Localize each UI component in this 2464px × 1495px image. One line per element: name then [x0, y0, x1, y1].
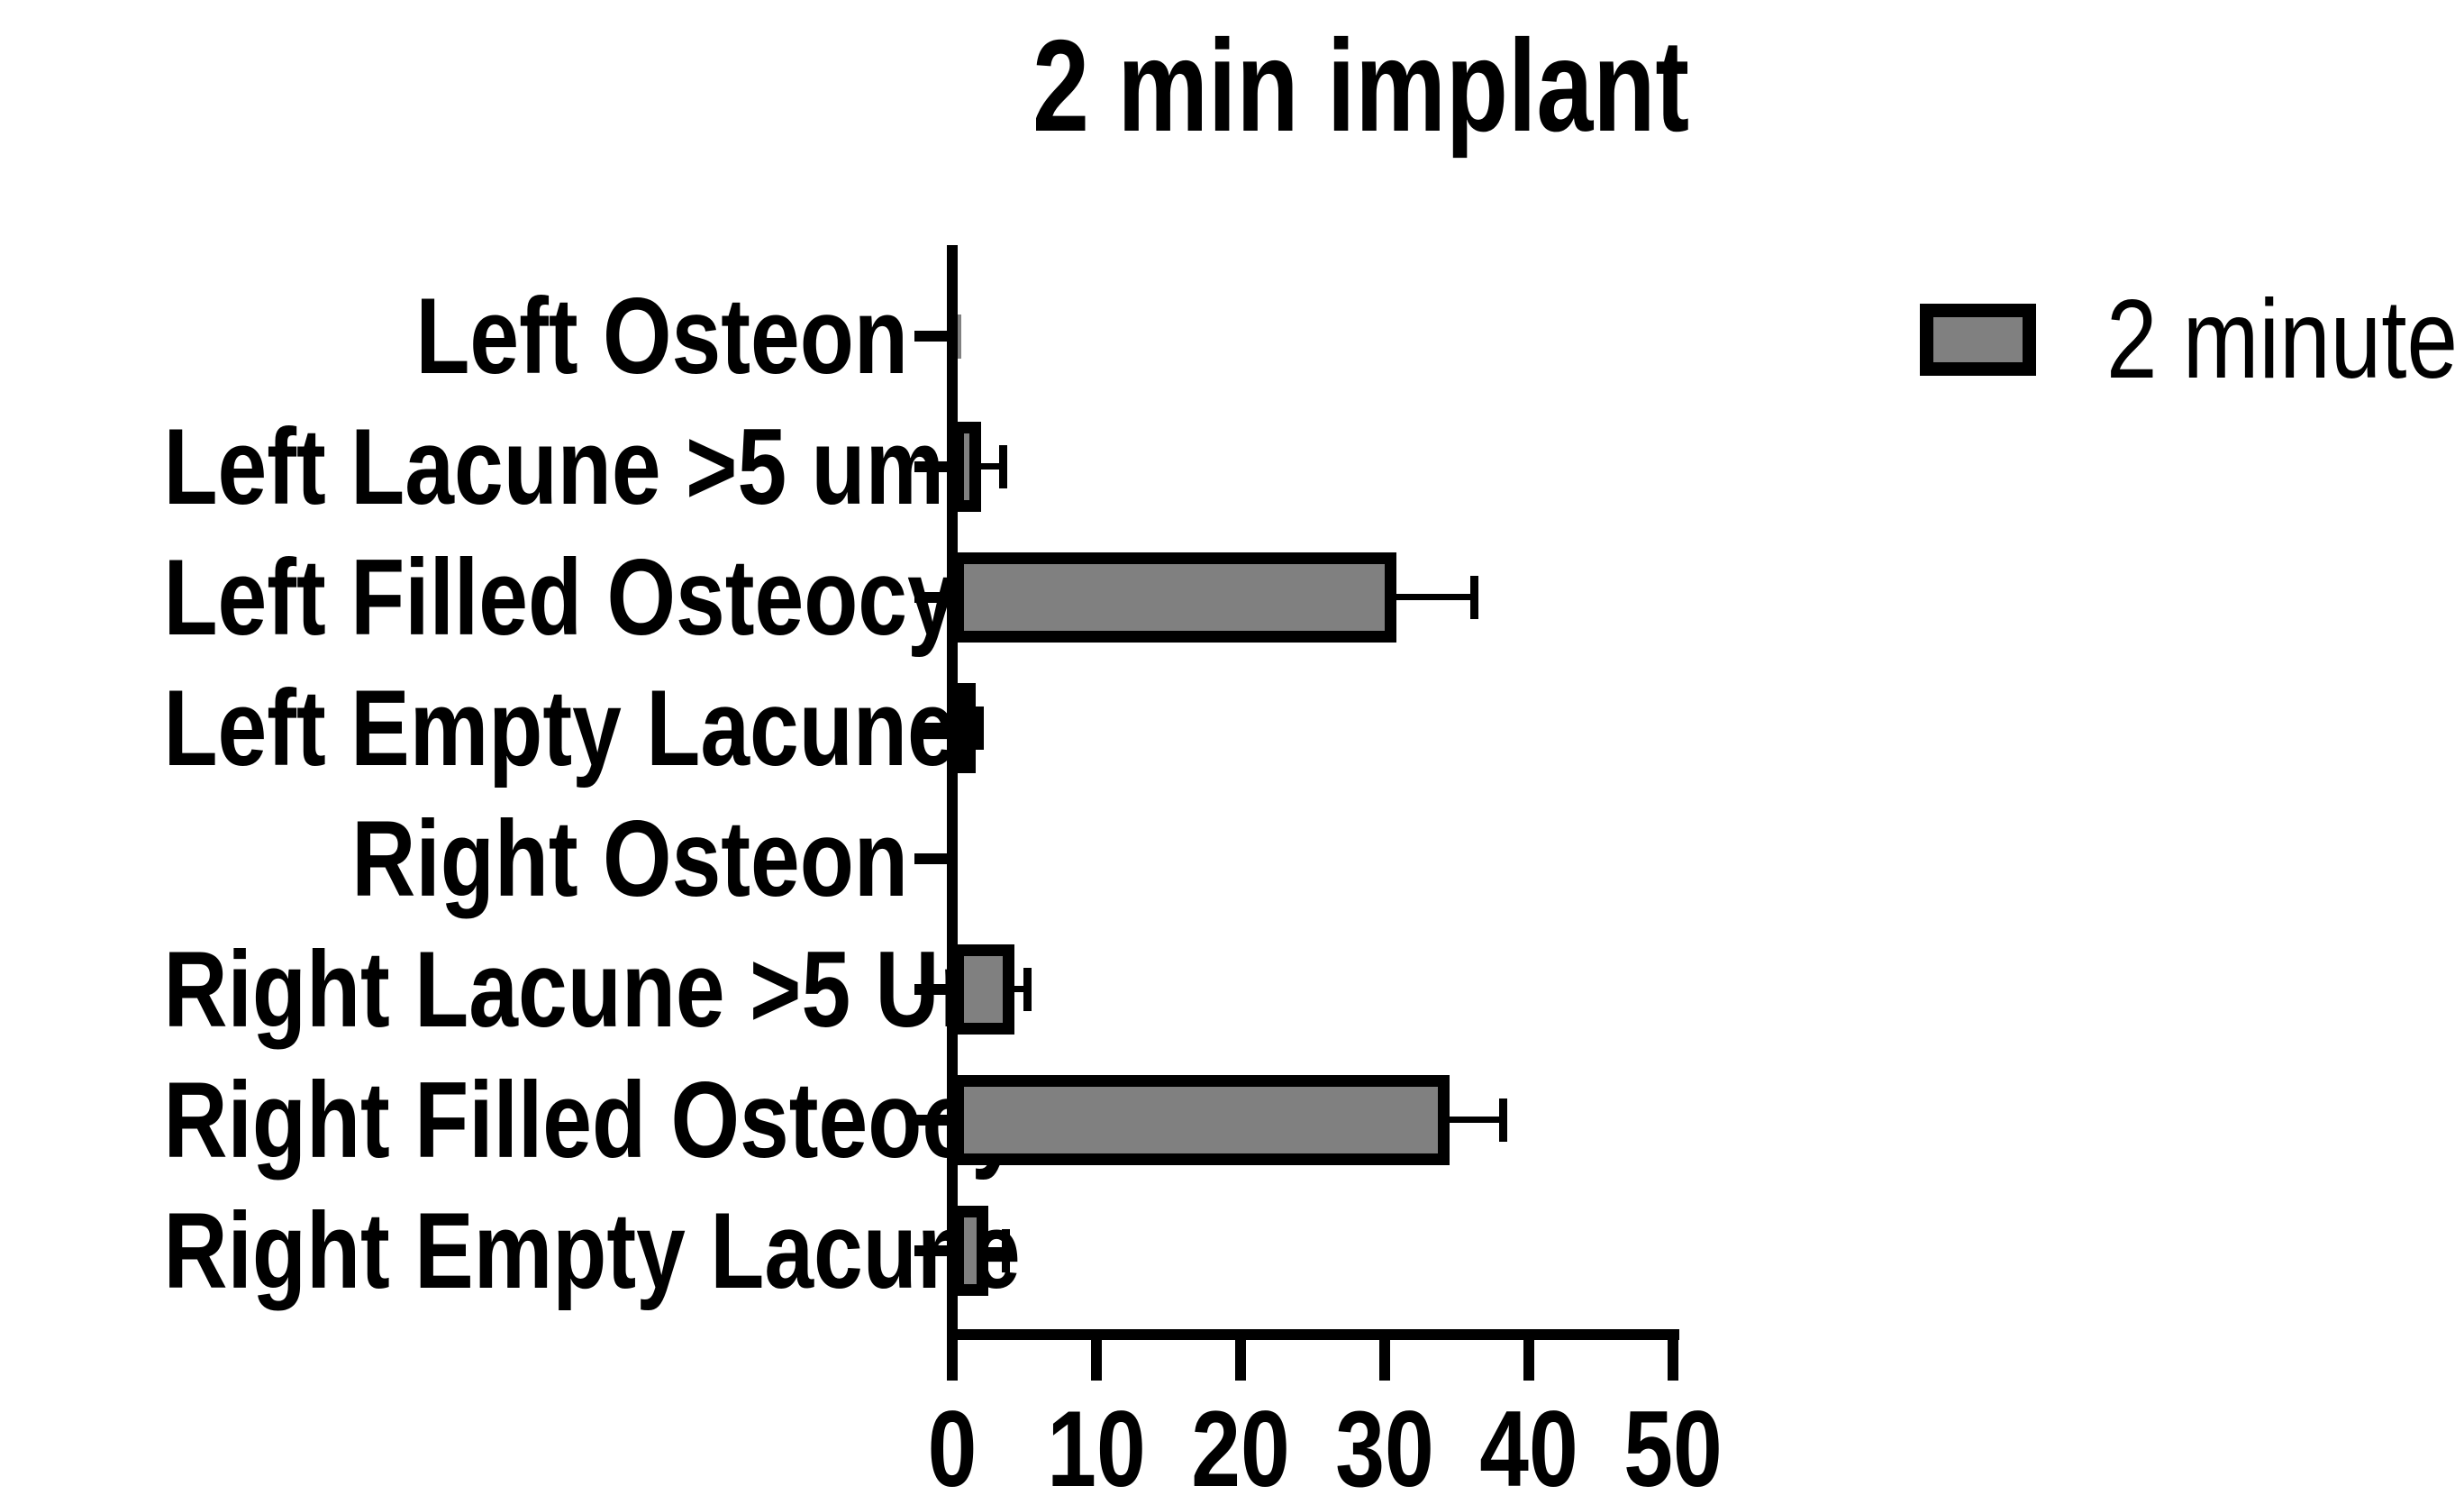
y-axis-line: [947, 245, 958, 1340]
error-bar-whisker: [1377, 594, 1475, 600]
x-tick: [1668, 1340, 1678, 1381]
y-tick: [914, 461, 947, 472]
x-tick-label: 0: [927, 1389, 977, 1495]
y-tick: [914, 853, 947, 864]
category-label: Left Empty Lacune: [163, 668, 957, 789]
y-tick: [914, 984, 947, 995]
bar: [958, 314, 961, 359]
x-tick: [1091, 1340, 1102, 1381]
y-tick: [914, 723, 947, 734]
error-bar-cap: [1023, 968, 1032, 1011]
category-label: Right Filled Osteocyte: [163, 1060, 1100, 1181]
x-tick-label: 40: [1479, 1389, 1578, 1495]
x-tick-label: 30: [1335, 1389, 1434, 1495]
bar: [952, 1206, 988, 1296]
error-bar-whisker: [963, 463, 1003, 469]
x-tick: [947, 1340, 958, 1381]
y-tick: [914, 331, 947, 342]
chart-title: 2 min implant: [1032, 13, 1690, 159]
category-label: Right Empty Lacune: [163, 1190, 1021, 1311]
x-tick-label: 10: [1047, 1389, 1146, 1495]
category-label: Left Filled Osteocyte: [163, 537, 1036, 658]
category-label: Left Lacune >5 um: [163, 406, 945, 527]
legend-label: 2 minute: [2106, 278, 2458, 402]
x-tick: [1235, 1340, 1246, 1381]
bar: [952, 1075, 1450, 1165]
x-tick-label: 50: [1623, 1389, 1723, 1495]
category-label: Right Lacune >5 Um: [163, 929, 1019, 1050]
x-tick: [1379, 1340, 1390, 1381]
bar: [952, 552, 1396, 643]
category-label: Left Osteon: [415, 276, 908, 397]
error-bar-whisker: [1432, 1117, 1504, 1123]
y-tick: [914, 592, 947, 603]
error-bar-cap: [976, 706, 985, 750]
x-tick: [1523, 1340, 1534, 1381]
y-tick: [914, 1115, 947, 1126]
y-tick: [914, 1245, 947, 1256]
category-label: Right Osteon: [351, 798, 908, 919]
x-tick-label: 20: [1191, 1389, 1290, 1495]
legend-swatch: [1920, 304, 2036, 376]
bar: [952, 944, 1014, 1035]
error-bar-cap: [1499, 1098, 1508, 1142]
error-bar-cap: [1002, 1229, 1011, 1272]
error-bar-cap: [1470, 576, 1479, 619]
x-axis-line: [947, 1329, 1679, 1340]
error-bar-cap: [999, 445, 1007, 488]
